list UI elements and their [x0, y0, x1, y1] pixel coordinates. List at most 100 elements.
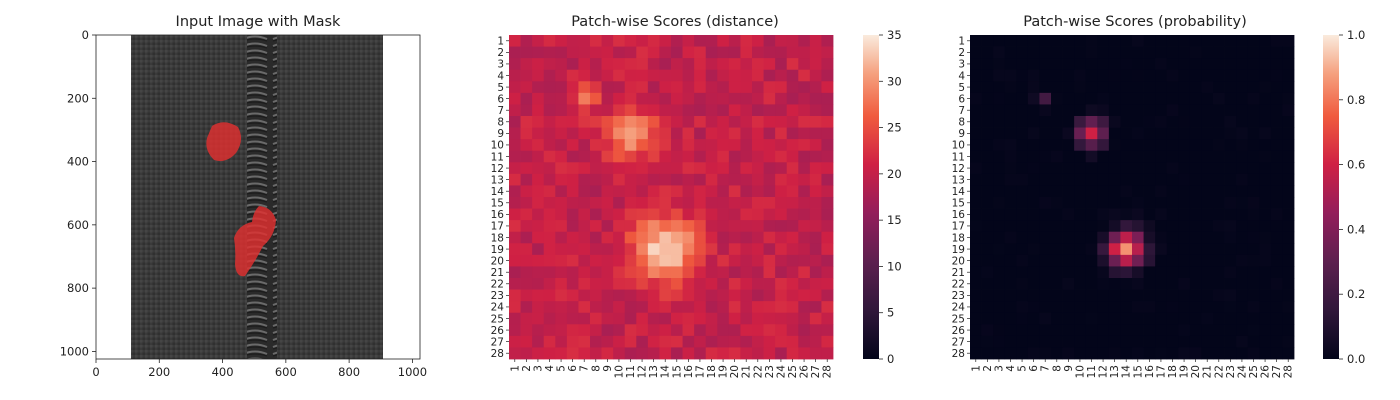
heatmap-cell [613, 173, 626, 186]
heatmap-cell [717, 173, 730, 186]
heatmap-cell [636, 278, 649, 290]
heatmap-cell [1224, 278, 1237, 290]
heatmap-cell [1166, 92, 1179, 105]
heatmap-cell [1224, 162, 1237, 175]
heatmap-cell [566, 58, 579, 71]
y-tick: 4 [958, 70, 970, 82]
heatmap-cell [566, 173, 579, 186]
heatmap-cell [1282, 208, 1295, 221]
y-tick: 10 [491, 140, 509, 152]
heatmap-cell [1201, 46, 1214, 59]
heatmap-cell [1213, 197, 1225, 209]
heatmap-cell [1213, 69, 1225, 82]
heatmap-cell [1016, 266, 1029, 279]
heatmap-cell [981, 92, 994, 105]
heatmap-cell [1016, 185, 1029, 198]
heatmap-cell [1189, 46, 1202, 59]
heatmap-cell [1143, 220, 1156, 233]
heatmap-cell [821, 127, 834, 140]
x-tick: 12 [637, 359, 649, 378]
heatmap-cell [1132, 150, 1144, 163]
heatmap-cell [1166, 116, 1179, 128]
heatmap-cell [1178, 243, 1191, 256]
heatmap-cell [1270, 92, 1283, 105]
x-tick-label: 6 [567, 365, 579, 372]
heatmap-cell [993, 347, 1006, 360]
heatmap-cell [1027, 266, 1040, 279]
heatmap-cell [1282, 104, 1295, 117]
heatmap-cell [1074, 162, 1087, 175]
heatmap-cell [798, 69, 811, 82]
y-tick: 0 [82, 28, 96, 42]
heatmap-cell [1027, 127, 1040, 140]
heatmap-cell [1201, 231, 1214, 244]
heatmap-cell [1166, 173, 1179, 186]
heatmap-cell [647, 231, 660, 244]
heatmap-cell [970, 312, 982, 325]
heatmap-cell [1039, 197, 1052, 209]
heatmap-cell [705, 289, 718, 302]
heatmap-cell [763, 35, 776, 47]
x-tick: 5 [556, 359, 568, 372]
heatmap-cell [659, 116, 672, 128]
heatmap-cell [1143, 243, 1156, 256]
heatmap-cell [752, 69, 764, 82]
heatmap-cell [1247, 69, 1260, 82]
heatmap-cell [520, 69, 533, 82]
heatmap-cell [728, 139, 741, 152]
heatmap-cell [1143, 139, 1156, 152]
heatmap-cell [671, 278, 683, 290]
heatmap-cell [798, 197, 811, 209]
heatmap-cell [694, 220, 707, 233]
heatmap-cell [601, 58, 614, 71]
heatmap-cell [566, 312, 579, 325]
heatmap-cell [1051, 347, 1063, 360]
heatmap-cell [717, 254, 730, 267]
heatmap-cell [740, 150, 753, 163]
heatmap-cell [1155, 58, 1168, 71]
heatmap-cell [1016, 81, 1029, 94]
heatmap-cell [705, 58, 718, 71]
heatmap-cell [740, 243, 753, 256]
heatmap-cell [1166, 208, 1179, 221]
heatmap-cell [705, 231, 718, 244]
heatmap-cell [509, 35, 521, 47]
heatmap-cell [740, 58, 753, 71]
heatmap-cell [566, 139, 579, 152]
heatmap-cell [1074, 312, 1087, 325]
heatmap-cell [578, 92, 591, 105]
heatmap-cell [1108, 278, 1121, 290]
heatmap-cell [1259, 301, 1272, 314]
heatmap-cell [532, 185, 545, 198]
heatmap-cell [786, 185, 799, 198]
x-tick: 28 [1283, 359, 1295, 378]
heatmap-cell [786, 104, 799, 117]
heatmap-cell [1085, 197, 1098, 209]
heatmap-cell [705, 127, 718, 140]
x-tick: 18 [706, 359, 718, 378]
heatmap-cell [1189, 278, 1202, 290]
heatmap-cell [786, 324, 799, 337]
heatmap-cell [1039, 150, 1052, 163]
heatmap-cell [1155, 254, 1168, 267]
heatmap-cell [1282, 162, 1295, 175]
heatmap-cell [1108, 185, 1121, 198]
heatmap-cell [798, 347, 811, 360]
heatmap-cell [682, 69, 695, 82]
heatmap-cell [705, 139, 718, 152]
heatmap-cell [740, 173, 753, 186]
heatmap-cell [1143, 266, 1156, 279]
x-tick-label: 600 [275, 365, 297, 379]
heatmap-cell [981, 220, 994, 233]
heatmap-cell [1166, 104, 1179, 117]
heatmap-cell [1201, 208, 1214, 221]
heatmap-cell [1213, 347, 1225, 360]
heatmap-cell [717, 127, 730, 140]
heatmap-cell [1039, 81, 1052, 94]
heatmap-cell [1062, 116, 1075, 128]
heatmap-cell [1120, 289, 1133, 302]
heatmap-cell [717, 116, 730, 128]
heatmap-cell [613, 139, 626, 152]
heatmap-cell [1039, 46, 1052, 59]
heatmap-cell [1201, 301, 1214, 314]
